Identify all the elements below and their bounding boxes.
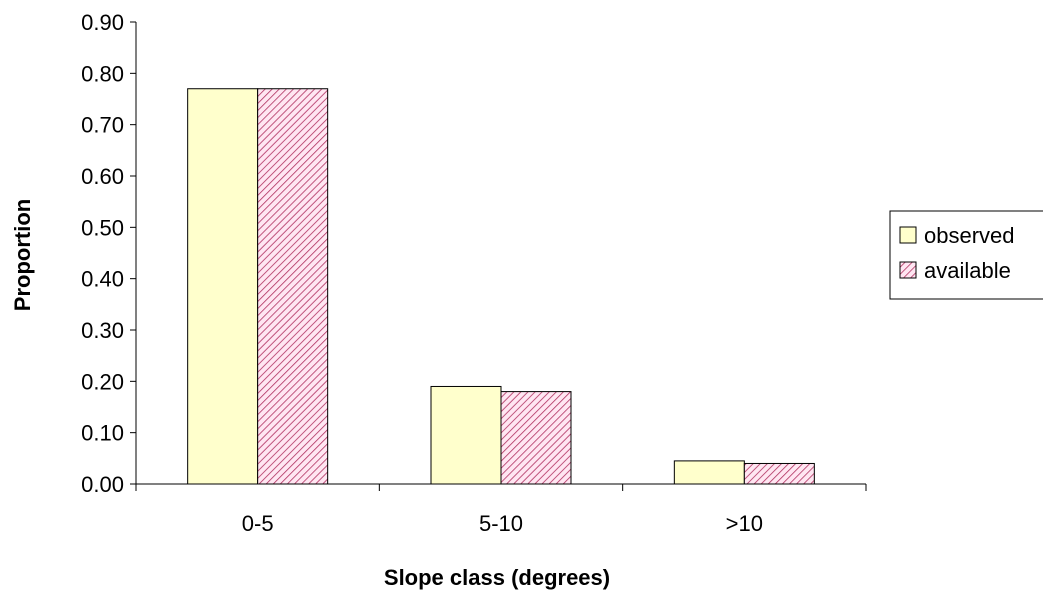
y-tick-label: 0.50 [81,215,124,240]
bar-observed-510 [430,385,502,485]
bar-observed-10 [673,460,745,485]
bar-available-10 [743,462,815,485]
axes: 0.00 0.10 0.20 0.30 0.40 0.50 0.60 0.70 0.80 0.90… [81,10,867,536]
legend-swatch-observed [899,226,917,244]
y-tick-label: 0.70 [81,113,124,138]
legend: observed available [889,210,1043,300]
x-axis-title: Slope class (degrees) [384,565,610,590]
legend-label-available: available [924,258,1011,283]
y-tick-label: 0.10 [81,421,124,446]
y-ticks: 0.00 0.10 0.20 0.30 0.40 0.50 0.60 0.70 0.80 0.90 [81,10,136,497]
legend-items: observed available [899,223,1015,283]
y-tick-label: 0.30 [81,318,124,343]
y-tick-label: 0.60 [81,164,124,189]
bar-available-05 [257,88,329,485]
x-tick-label: 5-10 [479,511,523,536]
y-tick-label: 0.40 [81,267,124,292]
y-tick-label: 0.00 [81,472,124,497]
legend-swatch-available [899,261,917,279]
x-tick-label: 0-5 [242,511,274,536]
y-tick-label: 0.20 [81,369,124,394]
y-tick-label: 0.80 [81,61,124,86]
x-ticks: 0-5 5-10 >10 [135,484,867,536]
y-axis-title: Proportion [10,199,35,311]
legend-label-observed: observed [924,223,1015,248]
y-tick-label: 0.90 [81,10,124,35]
bar-available-510 [500,391,572,485]
x-tick-label: >10 [726,511,763,536]
legend-box [889,210,1043,300]
bar-observed-05 [187,88,259,485]
bars [187,88,815,485]
